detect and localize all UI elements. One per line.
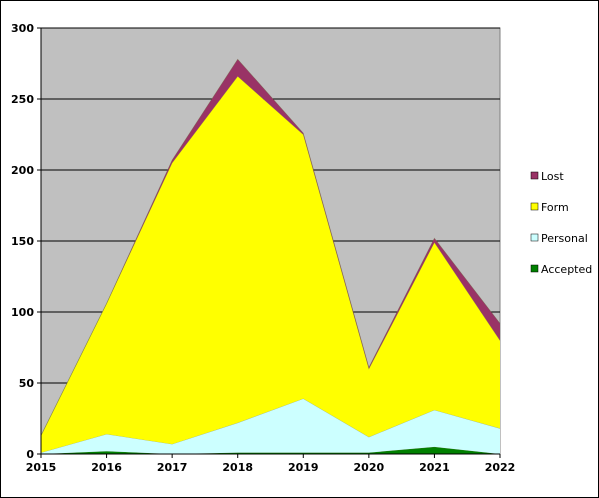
legend-swatch-accepted [530,264,539,273]
legend-label-form: Form [541,201,569,214]
x-tick-label: 2017 [157,461,188,474]
legend-label-personal: Personal [541,232,588,245]
x-tick-label: 2015 [26,461,57,474]
area-accepted [41,446,500,454]
legend-label-lost: Lost [541,170,564,183]
legend-swatch-lost [530,171,539,180]
area-form [41,76,500,453]
y-tick-label: 150 [11,235,34,248]
area-personal [41,398,500,454]
axes: 0 50 100 150 200 250 300 2015 2016 2017 2018 2019 20… [11,22,515,474]
x-tick-label: 2016 [91,461,122,474]
legend-label-accepted: Accepted [541,263,592,276]
y-tick-label: 50 [19,377,35,390]
area-edge-lost [40,58,501,436]
y-tick-label: 0 [26,448,34,461]
y-tick-label: 300 [11,22,34,35]
x-tick-label: 2021 [419,461,450,474]
x-tick-label: 2020 [354,461,385,474]
legend-swatch-form [530,202,539,211]
y-tick-label: 250 [11,93,34,106]
x-tick-label: 2018 [222,461,253,474]
x-tick-label: 2022 [485,461,516,474]
legend: Lost Form Personal Accepted [530,170,592,276]
area-series [40,58,501,455]
y-tick-label: 200 [11,164,34,177]
y-tick-label: 100 [11,306,34,319]
legend-swatch-personal [530,233,539,242]
x-tick-label: 2019 [288,461,319,474]
